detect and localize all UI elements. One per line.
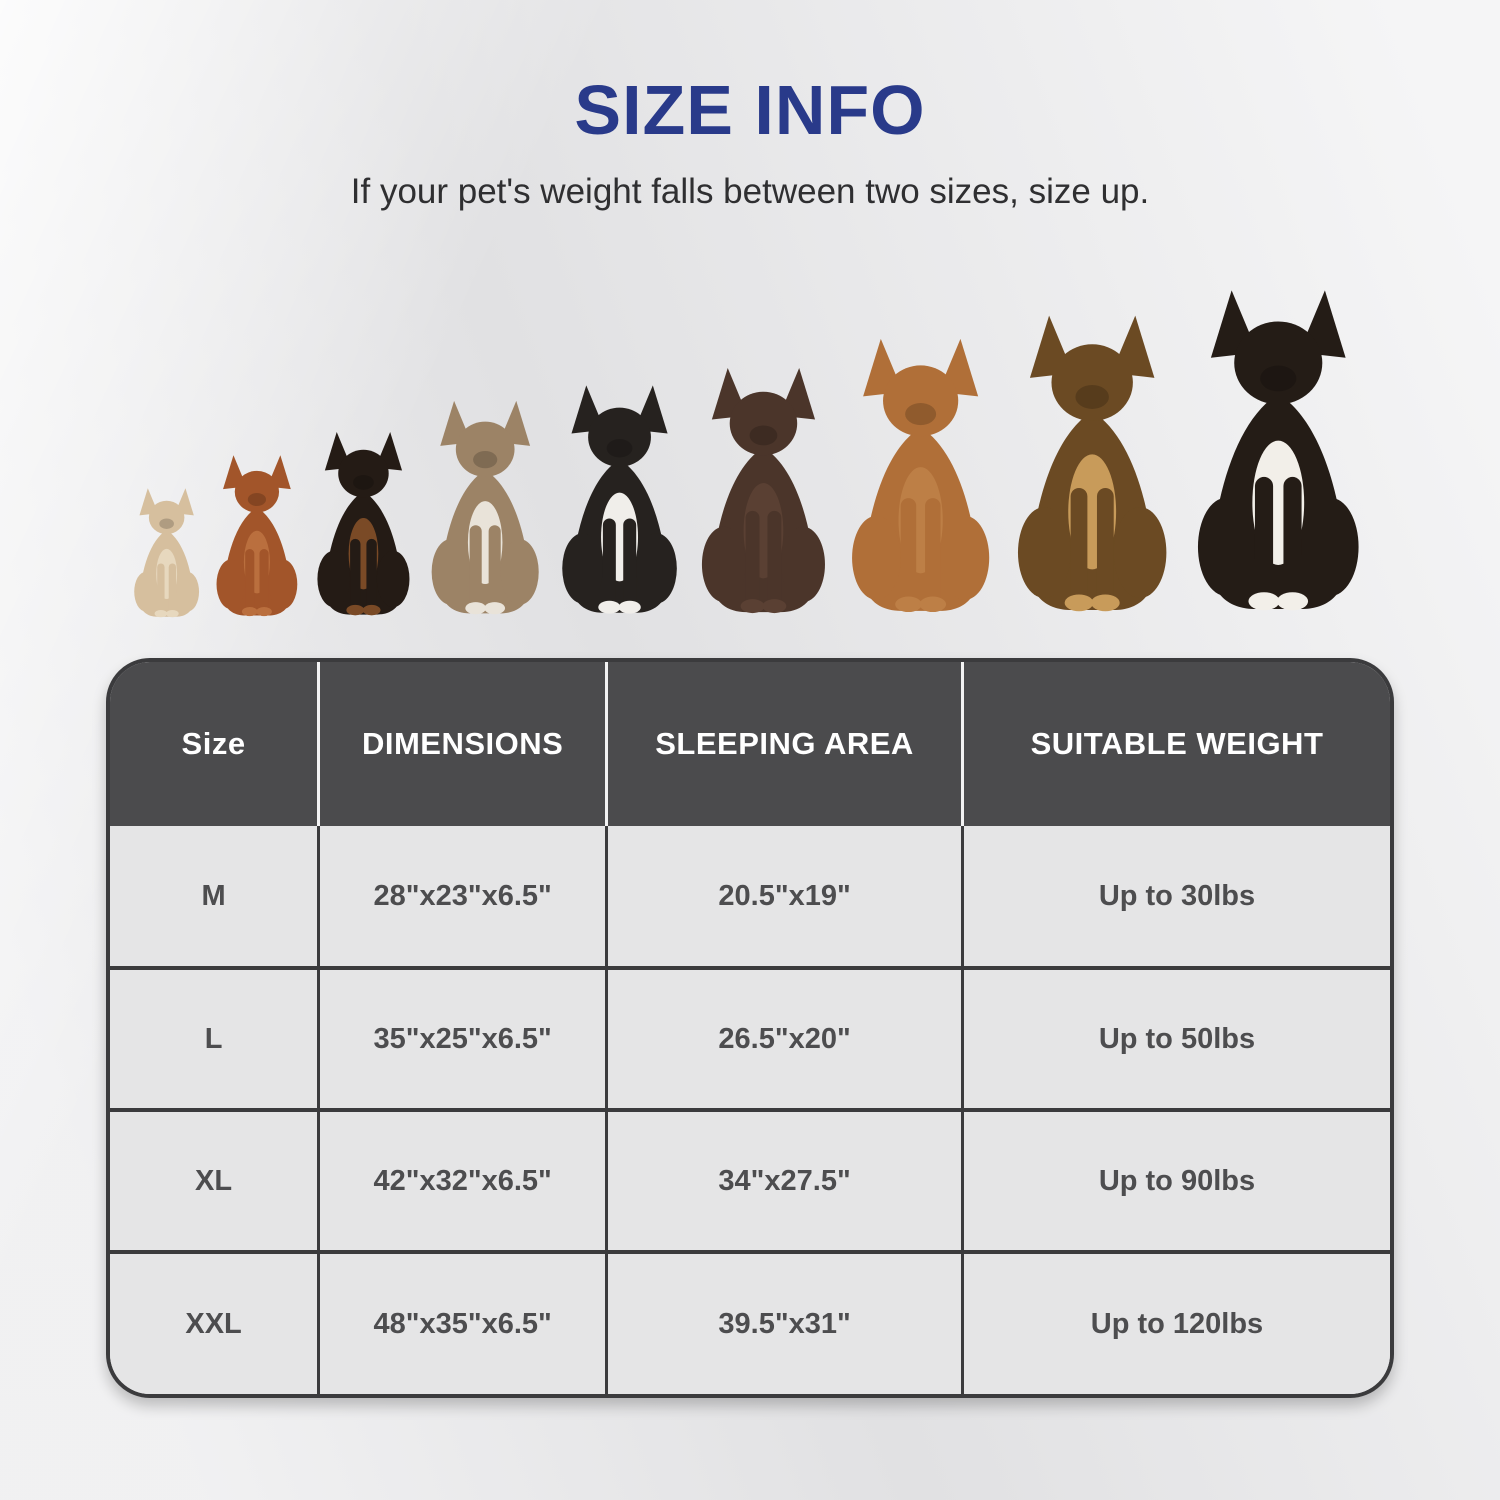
table-row-xxl: XXL 48"x35"x6.5" 39.5"x31" Up to 120lbs (110, 1250, 1390, 1394)
page-subtitle: If your pet's weight falls between two s… (350, 172, 1150, 211)
cell-dimensions: 35"x25"x6.5" (317, 966, 607, 1110)
cell-suitable-weight: Up to 30lbs (960, 826, 1390, 968)
cell-sleeping-area: 34"x27.5" (605, 1108, 963, 1252)
dogs-row (0, 270, 1500, 622)
page-title: SIZE INFO (574, 71, 926, 149)
cell-suitable-weight: Up to 90lbs (960, 1108, 1390, 1252)
table-row-m: M 28"x23"x6.5" 20.5"x19" Up to 30lbs (110, 826, 1390, 968)
column-header-size: Size (110, 662, 319, 826)
cell-sleeping-area: 26.5"x20" (605, 966, 963, 1110)
table-row-l: L 35"x25"x6.5" 26.5"x20" Up to 50lbs (110, 966, 1390, 1110)
column-header-dimensions: DIMENSIONS (317, 662, 607, 826)
cell-suitable-weight: Up to 120lbs (960, 1250, 1390, 1394)
table-row-xl: XL 42"x32"x6.5" 34"x27.5" Up to 90lbs (110, 1108, 1390, 1252)
cell-size: XL (110, 1108, 319, 1252)
cell-dimensions: 48"x35"x6.5" (317, 1250, 607, 1394)
bernese-mountain-dog-image (1197, 290, 1359, 611)
cavalier-spaniel-image (216, 455, 298, 617)
border-collie-image (562, 385, 677, 614)
column-header-suitable-weight: SUITABLE WEIGHT (960, 662, 1390, 826)
cell-size: L (110, 966, 319, 1110)
cell-suitable-weight: Up to 50lbs (960, 966, 1390, 1110)
cell-size: XXL (110, 1250, 319, 1394)
column-header-sleeping-area: SLEEPING AREA (605, 662, 963, 826)
chocolate-labrador-image (702, 367, 826, 614)
vizsla-image (852, 338, 990, 613)
cell-size: M (110, 826, 319, 968)
cell-dimensions: 28"x23"x6.5" (317, 826, 607, 968)
english-bulldog-image (431, 400, 539, 615)
size-table: Size DIMENSIONS SLEEPING AREA SUITABLE WEIG… (110, 662, 1390, 1394)
cell-sleeping-area: 39.5"x31" (605, 1250, 963, 1394)
cell-dimensions: 42"x32"x6.5" (317, 1108, 607, 1252)
german-shepherd-image (1018, 315, 1167, 612)
table-header: Size DIMENSIONS SLEEPING AREA SUITABLE WEIG… (110, 662, 1390, 826)
table-body: M 28"x23"x6.5" 20.5"x19" Up to 30lbs L 35"x25… (110, 826, 1390, 1394)
miniature-pinscher-image (317, 431, 410, 616)
size-table-container: Size DIMENSIONS SLEEPING AREA SUITABLE WEIG… (106, 658, 1394, 1398)
french-bulldog-image (133, 488, 199, 618)
table-header-row: Size DIMENSIONS SLEEPING AREA SUITABLE WEIG… (110, 662, 1390, 826)
cell-sleeping-area: 20.5"x19" (605, 826, 963, 968)
